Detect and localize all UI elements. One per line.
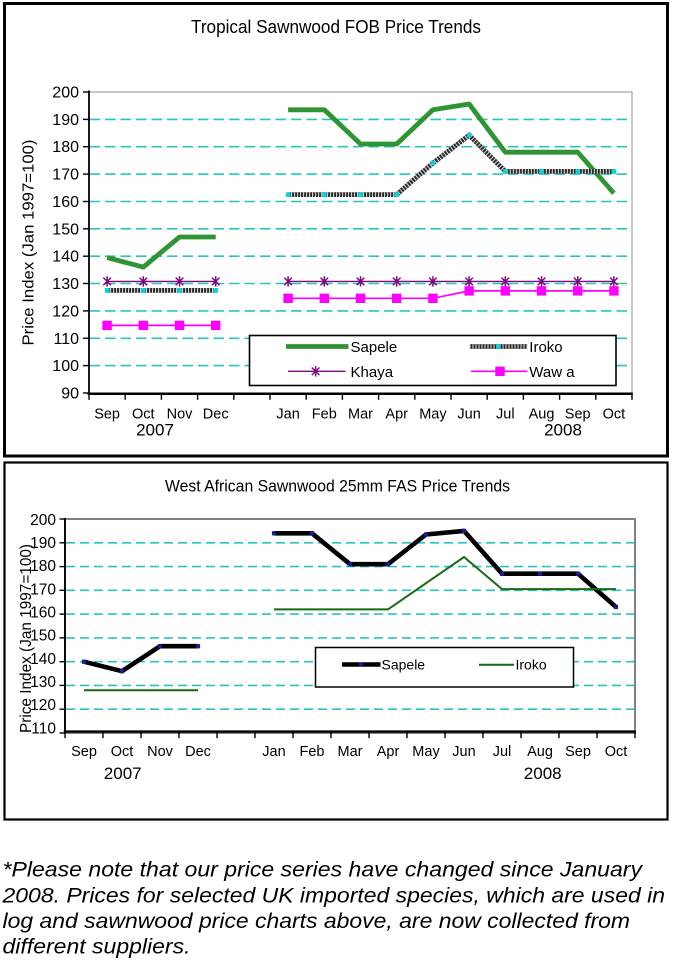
svg-text:Waw a: Waw a <box>529 364 575 381</box>
svg-text:Feb: Feb <box>300 744 325 760</box>
svg-text:Sep: Sep <box>71 744 97 760</box>
svg-text:May: May <box>412 744 440 760</box>
svg-text:log and sawnwood price charts: log and sawnwood price charts above, are… <box>3 910 631 933</box>
svg-text:Sapele: Sapele <box>382 656 426 672</box>
svg-text:2007: 2007 <box>104 764 142 783</box>
svg-text:120: 120 <box>30 697 56 714</box>
svg-text:90: 90 <box>61 386 79 403</box>
svg-text:*Please note that our price se: *Please note that our price series have … <box>3 859 644 882</box>
svg-text:Apr: Apr <box>377 744 400 760</box>
svg-text:2008: 2008 <box>544 421 582 440</box>
svg-text:130: 130 <box>30 674 56 691</box>
svg-text:170: 170 <box>30 581 56 598</box>
svg-text:Iroko: Iroko <box>516 656 547 672</box>
svg-text:Mar: Mar <box>338 744 363 760</box>
svg-text:Dec: Dec <box>203 406 229 422</box>
svg-text:Sep: Sep <box>94 406 120 422</box>
svg-text:Iroko: Iroko <box>529 339 562 356</box>
svg-text:Sep: Sep <box>565 406 591 422</box>
svg-text:Jul: Jul <box>496 406 515 422</box>
svg-text:Tropical Sawnwood FOB Price Tr: Tropical Sawnwood FOB Price Trends <box>191 16 481 37</box>
svg-text:200: 200 <box>30 512 56 529</box>
svg-text:120: 120 <box>52 303 79 320</box>
svg-text:Price Index (Jan 1997=100): Price Index (Jan 1997=100) <box>18 544 35 733</box>
svg-text:170: 170 <box>52 167 79 184</box>
svg-text:Oct: Oct <box>132 406 155 422</box>
svg-text:Jun: Jun <box>452 744 475 760</box>
svg-text:190: 190 <box>30 535 56 552</box>
svg-text:Dec: Dec <box>185 744 211 760</box>
svg-text:110: 110 <box>53 331 79 348</box>
svg-text:different suppliers.: different suppliers. <box>3 936 191 959</box>
svg-text:140: 140 <box>52 249 79 266</box>
svg-text:Oct: Oct <box>605 744 628 760</box>
svg-text:2008: 2008 <box>524 764 562 783</box>
svg-text:110: 110 <box>31 720 56 737</box>
svg-text:Price Index (Jan 1997=100): Price Index (Jan 1997=100) <box>21 140 38 346</box>
svg-text:Jan: Jan <box>276 406 299 422</box>
svg-text:Oct: Oct <box>111 744 134 760</box>
svg-text:Jul: Jul <box>493 744 512 760</box>
svg-text:West African Sawnwood 25mm FA: West African Sawnwood 25mm FAS Price Tre… <box>165 477 510 496</box>
svg-text:Sapele: Sapele <box>351 339 398 356</box>
svg-text:2008. Prices for selected UK i: 2008. Prices for selected UK imported sp… <box>1 884 665 907</box>
svg-text:2007: 2007 <box>136 421 174 440</box>
svg-text:Jun: Jun <box>457 406 480 422</box>
svg-text:200: 200 <box>52 85 79 102</box>
svg-text:150: 150 <box>30 628 56 645</box>
svg-text:Aug: Aug <box>527 744 553 760</box>
svg-text:190: 190 <box>52 112 79 129</box>
svg-text:Sep: Sep <box>565 744 591 760</box>
svg-text:150: 150 <box>52 221 79 238</box>
svg-text:180: 180 <box>30 558 56 575</box>
svg-text:Oct: Oct <box>603 406 626 422</box>
svg-text:May: May <box>419 406 447 422</box>
svg-text:Aug: Aug <box>529 406 555 422</box>
svg-text:180: 180 <box>52 139 79 156</box>
svg-text:160: 160 <box>30 605 56 622</box>
svg-text:Nov: Nov <box>167 406 194 422</box>
svg-text:Nov: Nov <box>147 744 174 760</box>
svg-text:Feb: Feb <box>312 406 337 422</box>
svg-text:Mar: Mar <box>348 406 373 422</box>
svg-text:Jan: Jan <box>262 744 285 760</box>
svg-text:Khaya: Khaya <box>351 364 394 381</box>
svg-text:140: 140 <box>30 651 56 668</box>
svg-text:130: 130 <box>52 276 79 293</box>
svg-text:Apr: Apr <box>385 406 408 422</box>
svg-text:160: 160 <box>52 194 79 211</box>
svg-text:100: 100 <box>52 358 79 375</box>
